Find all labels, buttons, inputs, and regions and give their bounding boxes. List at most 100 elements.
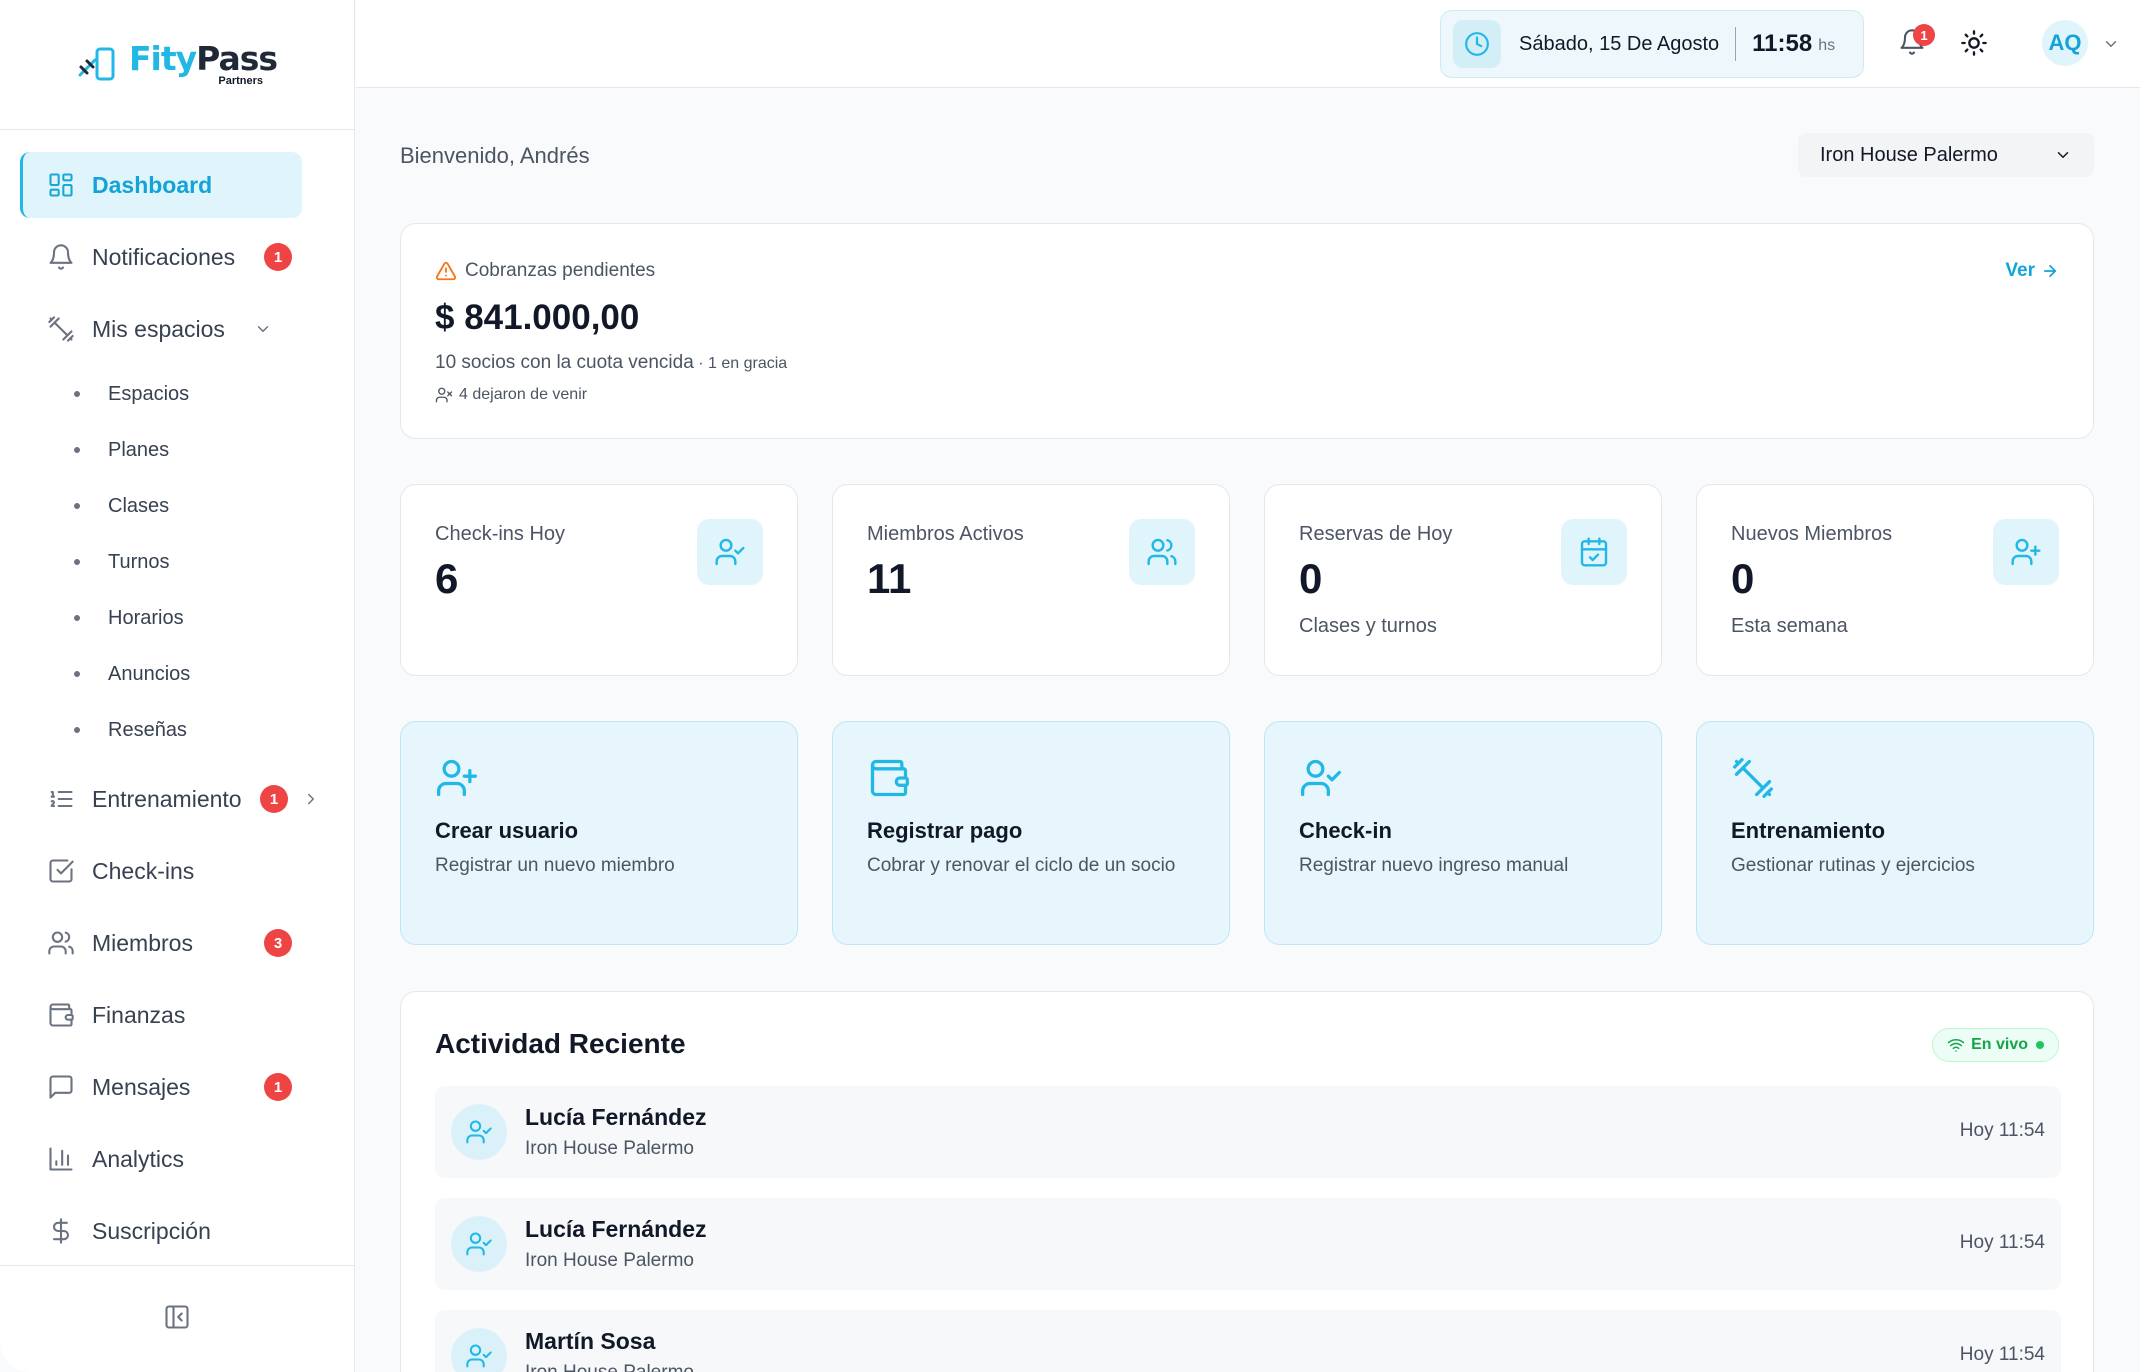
user-plus-icon: [435, 756, 479, 800]
stat-card-reservations: Reservas de Hoy 0 Clases y turnos: [1264, 484, 1662, 676]
header-notifications-button[interactable]: 1: [1898, 24, 1935, 58]
sidebar-item-notificaciones[interactable]: Notificaciones 1: [20, 224, 302, 290]
sidebar-item-check-ins[interactable]: Check-ins: [20, 838, 302, 904]
activity-title: Actividad Reciente: [435, 1028, 686, 1059]
action-title: Registrar pago: [867, 818, 1023, 843]
collapse-sidebar-icon[interactable]: [163, 1303, 191, 1336]
header-notifications-badge: 1: [1913, 24, 1935, 46]
pending-view-link[interactable]: Ver: [2005, 260, 2059, 282]
bar-chart-icon: [46, 1144, 76, 1174]
sidebar-item-mensajes[interactable]: Mensajes 1: [20, 1054, 302, 1120]
action-description: Cobrar y renovar el ciclo de un socio: [867, 855, 1176, 876]
gym-select[interactable]: Iron House Palermo: [1798, 133, 2094, 177]
current-time: 11:58: [1752, 30, 1813, 57]
activity-member-name: Lucía Fernández: [525, 1216, 707, 1242]
bell-icon: [46, 242, 76, 272]
sidebar-subitem-clases[interactable]: Clases: [0, 478, 354, 534]
notifications-badge: 1: [264, 243, 292, 271]
time-unit: hs: [1818, 37, 1836, 54]
sidebar-item-miembros[interactable]: Miembros 3: [20, 910, 302, 976]
stat-value: 0: [1299, 555, 1323, 602]
logo-area: FityPass Partners: [0, 0, 354, 130]
chevron-down-icon: [2054, 146, 2072, 164]
logo-phone-icon: [78, 47, 115, 80]
action-training[interactable]: Entrenamiento Gestionar rutinas y ejerci…: [1696, 721, 2094, 945]
activity-row[interactable]: Lucía Fernández Iron House Palermo Hoy 1…: [435, 1086, 2061, 1178]
chevron-down-icon[interactable]: [254, 320, 272, 338]
sidebar-item-label: Finanzas: [92, 1001, 186, 1028]
sidebar-subitem-horarios[interactable]: Horarios: [0, 590, 354, 646]
sidebar: FityPass Partners Dashboard Notificacion…: [0, 0, 355, 1372]
date-time-widget: Sábado, 15 De Agosto 11:58 hs: [1440, 10, 1864, 78]
sidebar-subitem-resenas[interactable]: Reseñas: [0, 702, 354, 758]
fitypass-logo[interactable]: FityPass Partners: [77, 39, 278, 87]
action-create-user[interactable]: Crear usuario Registrar un nuevo miembro: [400, 721, 798, 945]
action-check-in[interactable]: Check-in Registrar nuevo ingreso manual: [1264, 721, 1662, 945]
activity-place: Iron House Palermo: [525, 1250, 694, 1271]
sidebar-item-finanzas[interactable]: Finanzas: [20, 982, 302, 1048]
stat-value: 11: [867, 555, 912, 602]
users-icon: [46, 928, 76, 958]
logo-text-pass: Pass: [196, 39, 278, 78]
entrenamiento-badge: 1: [260, 785, 288, 813]
message-icon: [46, 1072, 76, 1102]
chevron-right-icon[interactable]: [302, 790, 320, 808]
pending-left-text: 4 dejaron de venir: [459, 386, 588, 403]
sidebar-item-label: Dashboard: [92, 171, 213, 198]
sidebar-subitem-anuncios[interactable]: Anuncios: [0, 646, 354, 702]
sidebar-subitem-planes[interactable]: Planes: [0, 422, 354, 478]
pending-desc-text: 10 socios con la cuota vencida: [435, 352, 694, 373]
activity-row[interactable]: Martín Sosa Iron House Palermo Hoy 11:54: [435, 1310, 2061, 1372]
sidebar-item-entrenamiento[interactable]: Entrenamiento 1: [20, 766, 314, 832]
user-plus-icon: [1993, 519, 2059, 585]
miembros-badge: 3: [264, 929, 292, 957]
mensajes-badge: 1: [264, 1073, 292, 1101]
sidebar-footer: [0, 1265, 354, 1372]
activity-time: Hoy 11:54: [1959, 1344, 2045, 1365]
sidebar-item-analytics[interactable]: Analytics: [20, 1126, 302, 1192]
user-x-icon: [435, 387, 453, 403]
action-register-payment[interactable]: Registrar pago Cobrar y renovar el ciclo…: [832, 721, 1230, 945]
sidebar-subitem-turnos[interactable]: Turnos: [0, 534, 354, 590]
activity-time: Hoy 11:54: [1959, 1232, 2045, 1253]
stat-card-new-members: Nuevos Miembros 0 Esta semana: [1696, 484, 2094, 676]
activity-member-name: Lucía Fernández: [525, 1104, 707, 1130]
action-title: Entrenamiento: [1731, 818, 1886, 843]
gym-select-value: Iron House Palermo: [1820, 143, 1998, 166]
list-icon: [46, 784, 76, 814]
sidebar-item-label: Check-ins: [92, 857, 195, 884]
stat-card-active-members: Miembros Activos 11: [832, 484, 1230, 676]
pending-description: 10 socios con la cuota vencida · 1 en gr…: [435, 352, 787, 374]
action-description: Registrar un nuevo miembro: [435, 855, 675, 876]
clock-divider: [1735, 27, 1737, 61]
action-title: Crear usuario: [435, 818, 579, 843]
sidebar-item-mis-espacios[interactable]: Mis espacios: [20, 296, 302, 362]
top-header: Sábado, 15 De Agosto 11:58 hs 1 AQ: [356, 0, 2140, 88]
theme-toggle-button[interactable]: [1960, 29, 1988, 57]
activity-row[interactable]: Lucía Fernández Iron House Palermo Hoy 1…: [435, 1198, 2061, 1290]
warning-icon: [435, 261, 457, 281]
stat-value: 6: [435, 555, 459, 602]
sidebar-item-label: Mis espacios: [92, 315, 225, 342]
stat-label: Check-ins Hoy: [435, 523, 566, 545]
users-icon: [1129, 519, 1195, 585]
sidebar-item-suscripcion[interactable]: Suscripción: [20, 1198, 302, 1264]
sidebar-subitem-espacios[interactable]: Espacios: [0, 366, 354, 422]
sidebar-item-label: Entrenamiento: [92, 785, 242, 812]
live-dot: [2036, 1041, 2044, 1049]
wifi-icon: [1947, 1039, 1965, 1052]
action-title: Check-in: [1299, 818, 1392, 843]
mis-espacios-submenu: Espacios Planes Clases Turnos Horarios A…: [0, 366, 354, 758]
sidebar-item-dashboard[interactable]: Dashboard: [20, 152, 302, 218]
chevron-down-icon[interactable]: [2102, 35, 2120, 53]
arrow-right-icon: [2043, 264, 2057, 278]
activity-member-name: Martín Sosa: [525, 1328, 656, 1354]
stat-sublabel: Esta semana: [1731, 615, 1848, 637]
sun-icon: [1961, 30, 1987, 56]
action-description: Gestionar rutinas y ejercicios: [1731, 855, 1975, 876]
avatar[interactable]: AQ: [2042, 20, 2088, 66]
sidebar-item-label: Miembros: [92, 929, 193, 956]
clock-icon: [1453, 20, 1501, 68]
sidebar-item-label: Suscripción: [92, 1217, 211, 1244]
user-check-icon: [451, 1104, 507, 1160]
